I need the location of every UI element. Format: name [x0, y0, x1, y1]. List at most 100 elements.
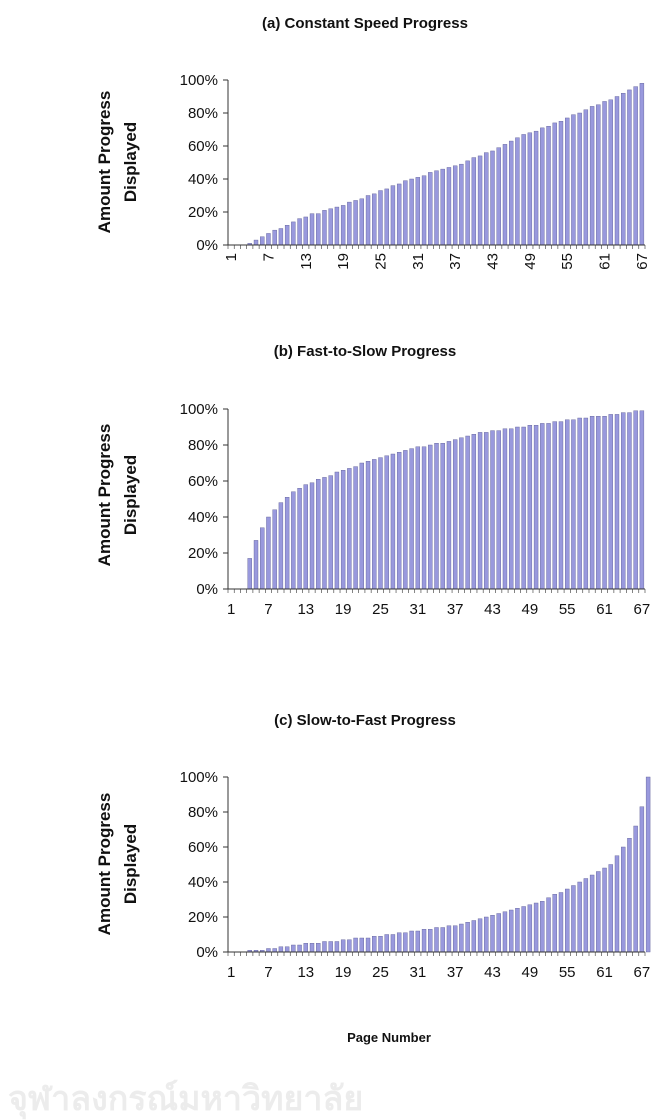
- x-tick-label: 55: [559, 253, 576, 270]
- bar: [527, 904, 533, 953]
- x-tick-label: 67: [634, 601, 651, 618]
- y-tick-label: 20%: [188, 204, 218, 221]
- x-tick-label: 49: [522, 253, 539, 270]
- bar: [415, 930, 421, 953]
- bar: [565, 888, 570, 953]
- bar: [608, 864, 613, 953]
- chart-title: (a) Constant Speed Progress: [262, 15, 468, 32]
- bar: [272, 509, 277, 590]
- bar: [558, 121, 564, 246]
- x-tick-label: 13: [297, 964, 314, 981]
- bar: [340, 205, 346, 246]
- bar: [546, 423, 551, 590]
- bar: [577, 417, 582, 590]
- bar: [328, 941, 333, 953]
- bar: [621, 846, 626, 953]
- x-tick-label: 31: [409, 964, 426, 981]
- x-tick-label: 25: [372, 964, 389, 981]
- bar: [571, 419, 576, 590]
- bar: [608, 99, 613, 246]
- bar: [627, 89, 632, 246]
- x-tick-label: 37: [447, 601, 464, 618]
- bar: [446, 441, 452, 590]
- bar: [396, 183, 402, 246]
- bar: [272, 229, 277, 246]
- y-tick-label: 40%: [188, 171, 218, 188]
- bar: [440, 927, 445, 953]
- bar: [328, 475, 333, 590]
- bar: [508, 428, 514, 590]
- bar: [589, 106, 595, 246]
- bar: [614, 855, 620, 953]
- bar: [278, 502, 284, 590]
- bar: [365, 461, 371, 590]
- bar: [465, 435, 470, 590]
- bars: [247, 776, 651, 953]
- bar: [384, 455, 389, 590]
- x-tick-label: 13: [297, 601, 314, 618]
- bar: [409, 930, 414, 953]
- bar: [428, 444, 433, 590]
- x-tick-label: 1: [227, 601, 235, 618]
- bars: [247, 83, 645, 246]
- bar: [496, 430, 501, 590]
- x-tick-label: 7: [260, 253, 277, 261]
- bars: [247, 410, 645, 590]
- bar: [490, 150, 495, 246]
- bar: [347, 201, 352, 246]
- y-tick-label: 100%: [180, 769, 218, 786]
- bar: [452, 925, 458, 953]
- bar: [484, 152, 489, 246]
- bar: [421, 175, 427, 246]
- y-axis-label-line2: Displayed: [121, 455, 140, 535]
- bar: [284, 946, 290, 953]
- bar: [515, 908, 520, 953]
- x-tick-labels: 1 7 13 19 25 31 37 43 49 55 61 67: [227, 964, 650, 981]
- watermark-text: จุฬาลงกรณ์มหาวิทยาลัย: [8, 1079, 363, 1120]
- y-axis-label-line2: Displayed: [121, 122, 140, 202]
- bar: [403, 180, 408, 246]
- chart-slow-to-fast: (c) Slow-to-Fast Progress Amount Progres…: [95, 712, 651, 981]
- bar: [322, 210, 327, 246]
- bar: [446, 925, 452, 953]
- y-tick-label: 0%: [196, 581, 218, 598]
- bar: [596, 104, 601, 246]
- bar: [533, 902, 539, 953]
- bar: [384, 934, 389, 953]
- bar: [303, 216, 308, 246]
- bar: [589, 874, 595, 953]
- bar: [571, 885, 576, 953]
- bar: [334, 206, 340, 246]
- bar: [253, 540, 259, 590]
- bar: [297, 944, 302, 953]
- y-tick-label: 20%: [188, 909, 218, 926]
- x-tick-label: 49: [522, 601, 539, 618]
- bar: [260, 236, 265, 246]
- bar: [465, 160, 470, 246]
- bar: [372, 193, 377, 246]
- bar: [614, 96, 620, 246]
- bar: [459, 163, 464, 246]
- x-tick-labels: 1 7 13 19 25 31 37 43 49 55 61 67: [223, 253, 651, 270]
- x-tick-label: 49: [522, 964, 539, 981]
- bar: [378, 936, 383, 953]
- bar: [645, 776, 651, 953]
- bar: [477, 155, 483, 246]
- bar: [309, 213, 315, 246]
- bar: [434, 443, 439, 590]
- x-tick-label: 43: [484, 964, 501, 981]
- x-tick-label: 7: [264, 601, 272, 618]
- bar: [365, 195, 371, 246]
- bar: [459, 437, 464, 590]
- bar: [328, 208, 333, 246]
- y-tick-label: 40%: [188, 509, 218, 526]
- y-tick-labels: 0% 20% 40% 60% 80% 100%: [180, 72, 218, 254]
- bar: [639, 410, 645, 590]
- bar: [390, 185, 396, 246]
- chart-title: (b) Fast-to-Slow Progress: [274, 343, 457, 360]
- bar: [639, 806, 645, 953]
- x-tick-label: 67: [634, 253, 651, 270]
- chart-title: (c) Slow-to-Fast Progress: [274, 712, 456, 729]
- bar: [515, 426, 520, 590]
- bar: [602, 101, 607, 246]
